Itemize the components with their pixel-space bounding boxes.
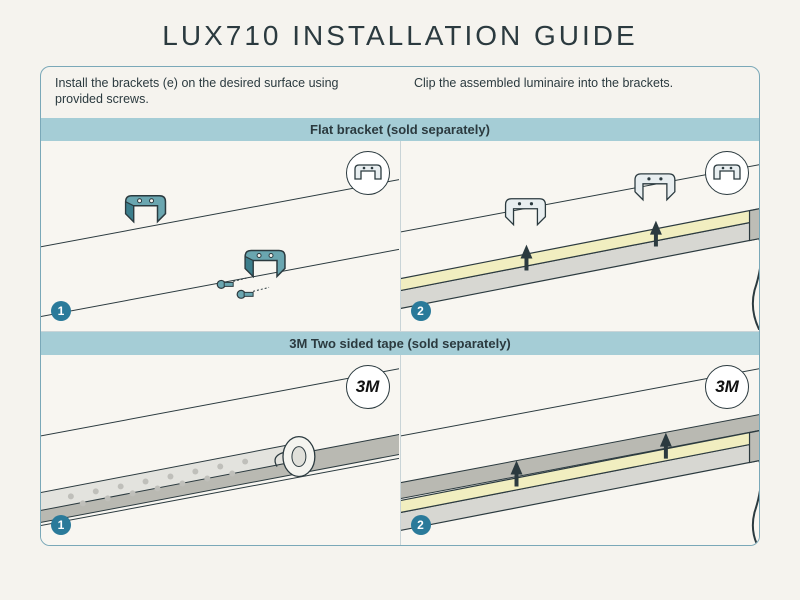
badge-bracket-icon [346, 151, 390, 195]
row-flat-bracket: 1 [41, 141, 759, 331]
step-number: 1 [51, 301, 71, 321]
instructions-row: Install the brackets (e) on the desired … [41, 67, 759, 118]
page-title: LUX710 INSTALLATION GUIDE [40, 20, 760, 52]
step-number: 1 [51, 515, 71, 535]
badge-3m-icon: 3M [346, 365, 390, 409]
guide-frame: Install the brackets (e) on the desired … [40, 66, 760, 546]
panel-tape-step1: 3M 1 [41, 355, 400, 545]
badge-3m-icon: 3M [705, 365, 749, 409]
panel-tape-step2: 3M 2 [400, 355, 760, 545]
instruction-right: Clip the assembled luminaire into the br… [400, 67, 759, 118]
panel-bracket-step2: 2 [400, 141, 760, 331]
badge-bracket-icon [705, 151, 749, 195]
section-header-tape: 3M Two sided tape (sold separately) [41, 331, 759, 355]
step-number: 2 [411, 515, 431, 535]
row-tape: 3M 1 3M 2 [41, 355, 759, 545]
section-header-flat-bracket: Flat bracket (sold separately) [41, 118, 759, 141]
step-number: 2 [411, 301, 431, 321]
instruction-left: Install the brackets (e) on the desired … [41, 67, 400, 118]
panel-bracket-step1: 1 [41, 141, 400, 331]
